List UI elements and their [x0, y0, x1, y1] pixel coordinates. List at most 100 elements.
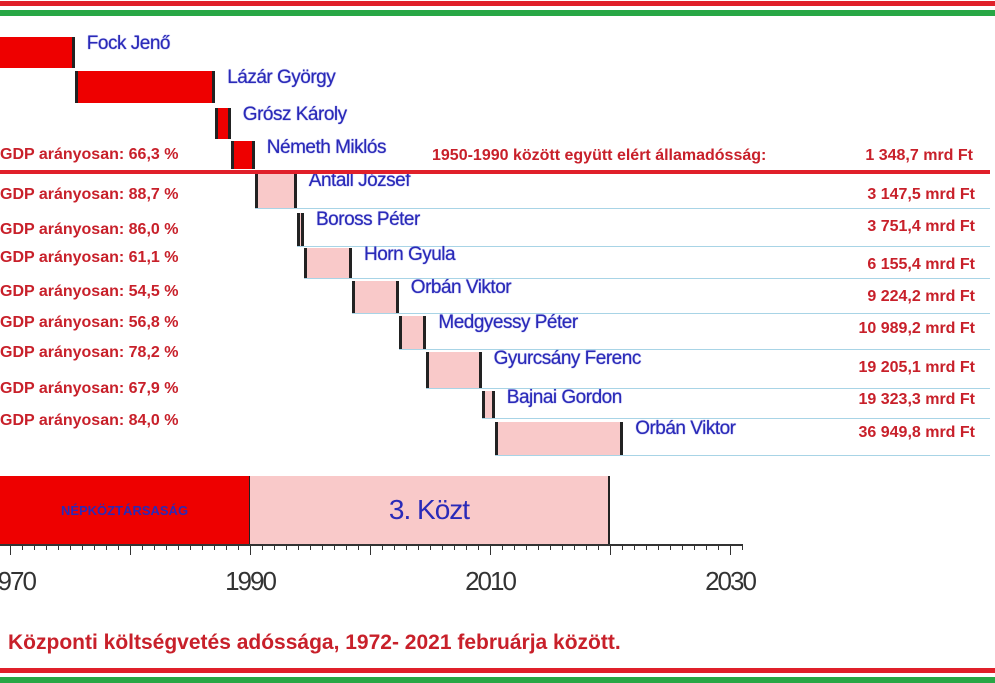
- axis-tick: [46, 545, 47, 550]
- government-name: Boross Péter: [316, 209, 420, 230]
- axis-tick: [562, 545, 563, 550]
- government-bar: [352, 281, 399, 313]
- gdp-ratio-label: GDP arányosan: 84,0 %: [0, 412, 179, 429]
- axis-tick: [214, 545, 215, 550]
- axis-tick: [586, 545, 587, 550]
- row-separator: [426, 388, 990, 389]
- government-bar: [254, 174, 297, 208]
- row-separator: [481, 418, 990, 419]
- row-separator: [304, 278, 990, 279]
- government-name: Gyurcsány Ferenc: [493, 348, 642, 369]
- axis-tick: [706, 545, 707, 550]
- debt-value-label: 3 147,5 mrd Ft: [867, 186, 975, 203]
- axis-tick: [514, 545, 515, 550]
- axis-tick: [82, 545, 83, 550]
- government-name: Lázár György: [227, 67, 336, 88]
- debt-value-label: 6 155,4 mrd Ft: [867, 256, 975, 273]
- gdp-ratio-label: GDP arányosan: 54,5 %: [0, 283, 179, 300]
- debt-value-label: 9 224,2 mrd Ft: [867, 288, 975, 305]
- axis-tick: [394, 545, 395, 550]
- axis-tick: [70, 545, 71, 550]
- government-bar: [494, 422, 624, 455]
- axis-line: [0, 544, 743, 546]
- axis-tick: [718, 545, 719, 550]
- gdp-ratio-label: GDP arányosan: 78,2 %: [0, 344, 179, 361]
- government-name: Bajnai Gordon: [506, 387, 622, 408]
- axis-tick-label: 1970: [0, 566, 37, 596]
- government-bar: [304, 248, 352, 278]
- axis-tick: [298, 545, 299, 550]
- axis-tick-label: 2030: [705, 566, 757, 596]
- axis-tick: [34, 545, 35, 550]
- government-bar: [426, 352, 482, 388]
- axis-tick: [358, 545, 359, 550]
- axis-tick: [250, 545, 251, 555]
- debt-value-label: 19 323,3 mrd Ft: [858, 391, 976, 408]
- axis-tick: [322, 545, 323, 550]
- top-green-stripe: [0, 10, 995, 16]
- chart-title: Központi költségvetés adóssága, 1972- 20…: [8, 631, 621, 654]
- axis-tick: [370, 545, 371, 555]
- axis-tick: [682, 545, 683, 550]
- row-separator: [398, 349, 990, 350]
- government-bar: [398, 316, 427, 349]
- government-bar: [481, 391, 495, 418]
- axis-tick: [742, 545, 743, 550]
- era-3-koztarsasag: 3. Közt: [250, 476, 610, 544]
- axis-tick: [418, 545, 419, 550]
- summary-1990-gdp: GDP arányosan: 66,3 %: [0, 146, 179, 163]
- era-label: 3. Közt: [388, 494, 470, 525]
- axis-tick: [262, 545, 263, 550]
- government-bar: [215, 108, 231, 139]
- axis-tick: [10, 545, 11, 555]
- bottom-green-stripe: [0, 677, 995, 683]
- axis-tick: [310, 545, 311, 550]
- axis-tick: [538, 545, 539, 550]
- row-separator: [352, 313, 990, 314]
- government-name: Horn Gyula: [364, 244, 456, 265]
- axis-tick: [238, 545, 239, 550]
- divider-1990: [0, 170, 990, 174]
- axis-tick: [346, 545, 347, 550]
- row-separator: [296, 246, 990, 247]
- government-name: Németh Miklós: [266, 137, 387, 158]
- axis-tick: [154, 545, 155, 550]
- axis-tick: [190, 545, 191, 550]
- axis-tick: [730, 545, 731, 555]
- gdp-ratio-label: GDP arányosan: 61,1 %: [0, 249, 179, 266]
- axis-tick: [442, 545, 443, 550]
- axis-tick: [430, 545, 431, 550]
- government-name: Orbán Viktor: [410, 277, 512, 298]
- bottom-red-stripe: [0, 668, 995, 673]
- axis-tick: [550, 545, 551, 550]
- summary-1990-debt: 1 348,7 mrd Ft: [865, 147, 973, 164]
- debt-value-label: 19 205,1 mrd Ft: [858, 359, 976, 376]
- axis-tick: [166, 545, 167, 550]
- government-name: Fock Jenő: [86, 33, 171, 54]
- government-name: Antall József: [308, 170, 411, 191]
- top-red-stripe: [0, 1, 995, 6]
- axis-tick: [622, 545, 623, 550]
- axis-tick: [58, 545, 59, 550]
- government-name: Orbán Viktor: [635, 418, 736, 439]
- axis-tick: [22, 545, 23, 550]
- axis-tick: [490, 545, 491, 555]
- row-separator: [494, 455, 990, 456]
- gdp-ratio-label: GDP arányosan: 67,9 %: [0, 380, 179, 397]
- gdp-ratio-label: GDP arányosan: 86,0 %: [0, 221, 179, 238]
- row-separator: [254, 208, 990, 209]
- axis-tick: [118, 545, 119, 550]
- axis-tick: [94, 545, 95, 550]
- axis-tick-label: 2010: [465, 566, 517, 596]
- axis-tick: [406, 545, 407, 550]
- debt-value-label: 36 949,8 mrd Ft: [858, 424, 976, 441]
- government-name: Medgyessy Péter: [438, 312, 578, 333]
- era-label: NÉPKÖZTÁRSASÁG: [60, 502, 189, 518]
- debt-value-label: 3 751,4 mrd Ft: [867, 218, 975, 235]
- axis-tick: [478, 545, 479, 550]
- axis-tick: [202, 545, 203, 550]
- axis-tick: [178, 545, 179, 550]
- axis-tick: [574, 545, 575, 550]
- debt-value-label: 10 989,2 mrd Ft: [858, 320, 976, 337]
- axis-tick: [646, 545, 647, 550]
